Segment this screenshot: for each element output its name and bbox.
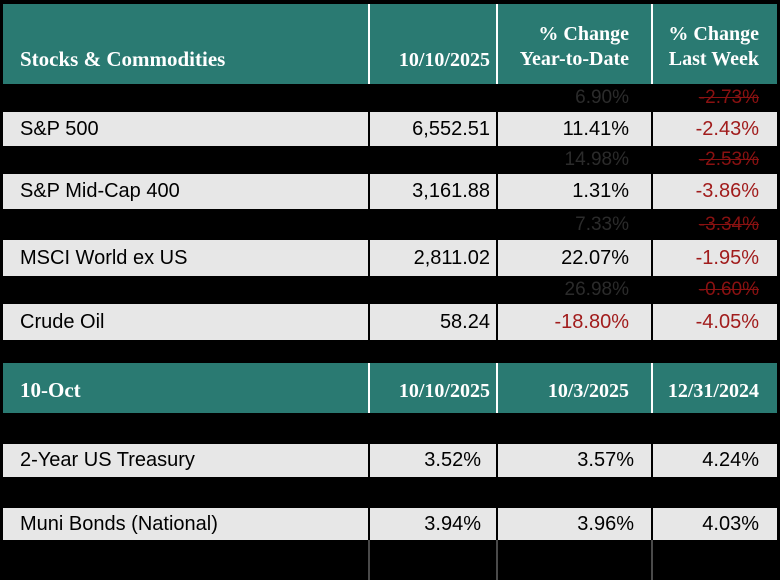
redacted-row-1-ytd: 6.90% <box>575 87 629 108</box>
stocks-header-ytd-line1: % Change <box>538 23 629 45</box>
rates-header-col2: 10/3/2025 <box>496 363 651 413</box>
redacted-row-1: 6.90% -2.73% <box>3 84 777 112</box>
row-muni-bonds: Muni Bonds (National) 3.94% 3.96% 4.03% <box>3 508 777 540</box>
redacted-row-4: 26.98% -0.60% <box>3 276 777 304</box>
rates-header-col1: 10/10/2025 <box>368 363 496 413</box>
redacted-row-3-value <box>368 209 496 240</box>
redacted-row-4-label <box>3 276 368 304</box>
table-gap <box>3 340 777 363</box>
row-2yr-treasury-v1: 3.52% <box>368 444 496 477</box>
row-crude-oil-ytd: -18.80% <box>496 304 651 340</box>
stocks-header-date: 10/10/2025 <box>368 4 496 84</box>
row-sp500: S&P 500 6,552.51 11.41% -2.43% <box>3 112 777 146</box>
redacted-row-3-week: -3.34% <box>698 213 759 235</box>
row-crude-oil-value: 58.24 <box>368 304 496 340</box>
row-msci-world-label: MSCI World ex US <box>20 246 188 269</box>
redacted-row-2: 14.98% -2.53% <box>3 146 777 174</box>
row-crude-oil: Crude Oil 58.24 -18.80% -4.05% <box>3 304 777 340</box>
row-msci-world-ytd: 22.07% <box>496 240 651 276</box>
row-sp-midcap: S&P Mid-Cap 400 3,161.88 1.31% -3.86% <box>3 174 777 209</box>
row-2yr-treasury-label: 2-Year US Treasury <box>20 449 195 471</box>
row-muni-bonds-label: Muni Bonds (National) <box>20 512 218 535</box>
row-sp-midcap-label: S&P Mid-Cap 400 <box>20 180 180 202</box>
row-crude-oil-week: -4.05% <box>651 304 777 340</box>
redacted-row-1-label <box>3 84 368 112</box>
tables-wrapper: Stocks & Commodities 10/10/2025 % Change… <box>3 4 777 580</box>
stocks-header-ytd-line2: Year-to-Date <box>519 48 629 70</box>
redacted-row-3-ytd: 7.33% <box>575 213 629 235</box>
row-sp500-value: 6,552.51 <box>368 112 496 146</box>
stocks-header-week: % Change Last Week <box>651 4 777 84</box>
stocks-header-week-line1: % Change <box>668 23 759 45</box>
row-sp-midcap-value: 3,161.88 <box>368 174 496 209</box>
row-crude-oil-label: Crude Oil <box>20 310 105 333</box>
redacted-row-1-week: -2.73% <box>698 87 759 108</box>
redacted-row-4-week: -0.60% <box>698 279 759 300</box>
row-msci-world-week: -1.95% <box>651 240 777 276</box>
rates-header-col3: 12/31/2024 <box>651 363 777 413</box>
row-msci-world-value: 2,811.02 <box>368 240 496 276</box>
row-sp-midcap-ytd: 1.31% <box>496 174 651 209</box>
row-muni-bonds-v1: 3.94% <box>368 508 496 540</box>
stocks-header-date-label: 10/10/2025 <box>398 49 490 71</box>
stocks-table-header-row: Stocks & Commodities 10/10/2025 % Change… <box>3 4 777 84</box>
redacted-row-4-ytd: 26.98% <box>564 279 629 300</box>
redacted-row-2-week: -2.53% <box>698 149 759 170</box>
redacted-row-2-label <box>3 146 368 174</box>
row-2yr-treasury: 2-Year US Treasury 3.52% 3.57% 4.24% <box>3 444 777 477</box>
row-sp500-ytd: 11.41% <box>496 112 651 146</box>
redacted-row-3: 7.33% -3.34% <box>3 209 777 240</box>
row-sp500-week: -2.43% <box>651 112 777 146</box>
stocks-header-week-line2: Last Week <box>668 48 759 70</box>
row-msci-world: MSCI World ex US 2,811.02 22.07% -1.95% <box>3 240 777 276</box>
redacted-row-2-value <box>368 146 496 174</box>
row-muni-bonds-v2: 3.96% <box>496 508 651 540</box>
redacted-row-3-label <box>3 209 368 240</box>
redacted-rates-row-3 <box>3 540 777 580</box>
row-sp-midcap-week: -3.86% <box>651 174 777 209</box>
redacted-row-2-ytd: 14.98% <box>564 149 629 170</box>
stocks-header-ytd-label: % Change Year-to-Date <box>520 22 629 72</box>
stocks-table-title: Stocks & Commodities <box>20 47 226 71</box>
rates-table-title: 10-Oct <box>20 378 81 402</box>
stocks-header-ytd: % Change Year-to-Date <box>496 4 651 84</box>
row-2yr-treasury-v2: 3.57% <box>496 444 651 477</box>
redacted-row-1-value <box>368 84 496 112</box>
redacted-rates-row-2 <box>3 477 777 508</box>
redacted-rates-row-1 <box>3 413 777 444</box>
redacted-row-4-value <box>368 276 496 304</box>
stocks-header-week-label: % Change Last Week <box>668 22 759 72</box>
row-sp500-label: S&P 500 <box>20 117 99 140</box>
rates-table-header-row: 10-Oct 10/10/2025 10/3/2025 12/31/2024 <box>3 363 777 413</box>
row-muni-bonds-v3: 4.03% <box>651 508 777 540</box>
row-2yr-treasury-v3: 4.24% <box>651 444 777 477</box>
